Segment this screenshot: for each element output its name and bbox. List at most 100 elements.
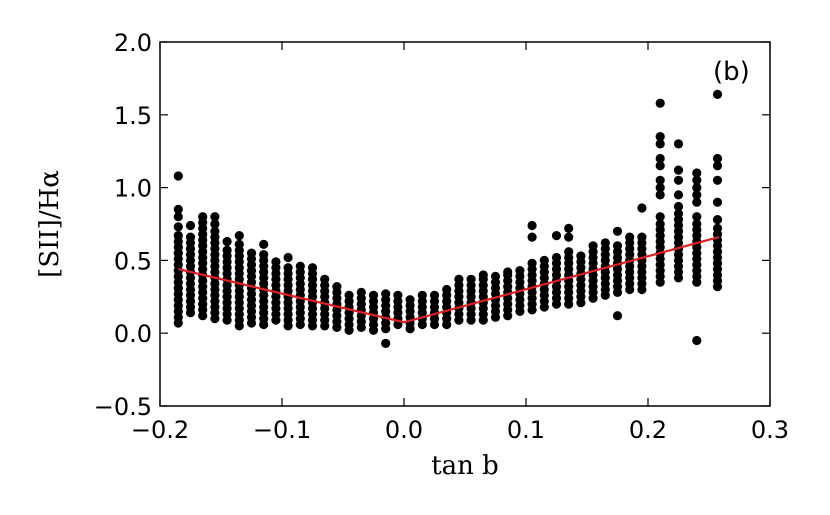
data-point: [637, 203, 647, 213]
data-point: [655, 139, 665, 149]
data-point: [259, 250, 269, 260]
data-point: [625, 232, 635, 242]
data-point: [344, 290, 354, 300]
data-point: [332, 282, 342, 292]
data-point: [515, 266, 525, 276]
data-point: [673, 190, 684, 200]
data-point: [564, 223, 574, 233]
fit-line: [178, 236, 720, 324]
data-point: [655, 132, 665, 142]
data-point: [673, 209, 684, 219]
data-point: [271, 257, 281, 267]
data-point: [712, 215, 723, 225]
data-point: [539, 255, 549, 265]
data-point: [307, 263, 318, 273]
data-point: [655, 98, 665, 108]
data-point: [588, 241, 598, 251]
data-point: [381, 338, 391, 348]
data-point: [295, 261, 305, 271]
x-tick-label: −0.2: [131, 416, 189, 444]
y-tick-label: 0.5: [114, 247, 152, 275]
data-point: [210, 226, 220, 236]
x-tick-label: 0.2: [629, 416, 667, 444]
data-point: [442, 284, 452, 295]
data-point: [393, 290, 403, 300]
panel-label: (b): [713, 57, 750, 87]
x-axis-ticks: −0.2 −0.1 0.0 0.1 0.2 0.3: [131, 42, 789, 444]
x-axis-title: tan b: [431, 451, 499, 481]
data-points: [173, 89, 723, 348]
data-point: [490, 271, 501, 281]
data-point: [527, 232, 537, 242]
fit-line-group: [178, 236, 720, 324]
data-point: [234, 239, 244, 249]
data-point: [655, 219, 665, 229]
data-point: [655, 175, 665, 185]
data-point: [259, 239, 269, 249]
data-point: [417, 290, 427, 300]
data-point: [692, 183, 702, 193]
y-tick-label: 1.0: [114, 175, 152, 203]
data-point: [612, 241, 623, 251]
y-tick-label: 2.0: [114, 29, 152, 57]
data-point: [466, 274, 476, 284]
data-point: [551, 252, 562, 263]
data-point: [173, 171, 183, 181]
data-point: [551, 231, 562, 241]
data-point: [478, 270, 488, 280]
data-point: [356, 287, 366, 297]
data-point: [185, 220, 196, 231]
data-point: [173, 204, 183, 214]
x-tick-label: 0.0: [385, 416, 423, 444]
data-point: [283, 252, 293, 263]
data-point: [673, 139, 684, 149]
data-point: [222, 245, 232, 255]
plot-frame: [159, 41, 771, 407]
data-point: [612, 311, 623, 321]
data-point: [210, 219, 220, 229]
data-point: [655, 161, 665, 171]
data-point: [222, 236, 232, 247]
data-point: [429, 290, 440, 300]
data-point: [637, 232, 647, 242]
y-axis-title: [SII]/Hα: [35, 170, 65, 278]
y-tick-label: 1.5: [114, 102, 152, 130]
data-point: [564, 232, 574, 242]
data-point: [210, 212, 220, 222]
data-point: [612, 226, 623, 236]
data-point: [173, 222, 183, 232]
data-point: [246, 248, 257, 258]
data-point: [503, 267, 513, 277]
data-point: [185, 232, 196, 242]
data-point: [692, 168, 702, 178]
data-point: [173, 231, 183, 241]
data-point: [173, 212, 183, 222]
data-point: [198, 212, 208, 222]
x-tick-label: −0.1: [253, 416, 311, 444]
data-point: [692, 197, 702, 207]
data-point: [655, 190, 665, 200]
data-point: [655, 212, 665, 222]
data-point: [692, 190, 702, 200]
data-point: [655, 183, 665, 193]
data-point: [712, 153, 723, 164]
y-axis-ticks: −0.5 0.0 0.5 1.0 1.5 2.0: [94, 29, 770, 421]
data-point: [692, 175, 702, 185]
x-tick-label: 0.3: [751, 416, 789, 444]
data-point: [381, 289, 391, 299]
data-point: [712, 197, 723, 207]
data-point: [368, 290, 379, 300]
data-point: [673, 175, 684, 185]
data-point: [692, 335, 702, 346]
x-tick-label: 0.1: [507, 416, 545, 444]
data-point: [673, 201, 684, 212]
data-point: [692, 212, 702, 222]
data-point: [454, 274, 464, 284]
data-point: [320, 274, 330, 284]
data-point: [692, 219, 702, 229]
data-point: [564, 247, 574, 257]
data-point: [405, 295, 415, 305]
data-point: [712, 175, 723, 185]
y-tick-label: −0.5: [94, 393, 152, 421]
data-point: [527, 220, 537, 231]
